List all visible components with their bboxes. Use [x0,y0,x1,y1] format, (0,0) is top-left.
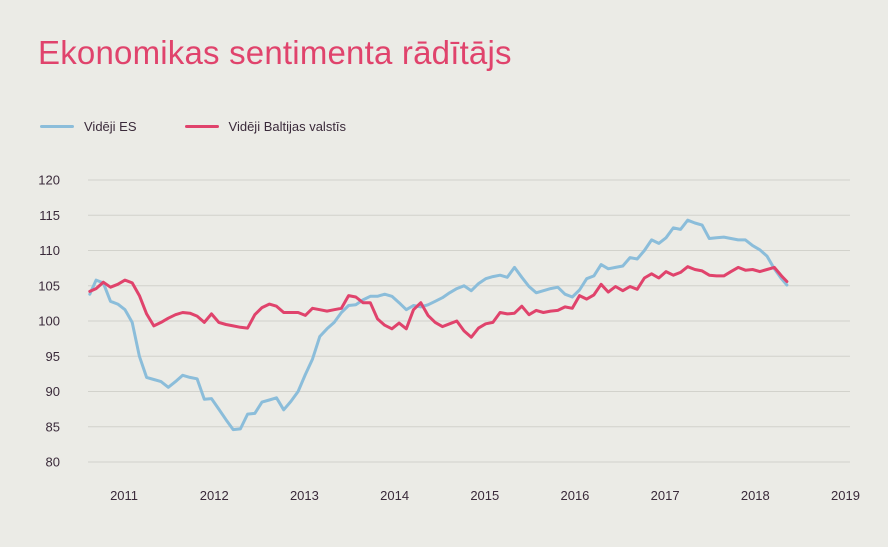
x-tick-label: 2014 [380,488,409,503]
y-tick-label: 100 [38,314,60,329]
x-tick-label: 2011 [110,488,138,503]
legend-item-baltic: Vidēji Baltijas valstīs [184,119,347,134]
chart-title: Ekonomikas sentimenta rādītājs [38,34,512,71]
legend: Vidēji ES Vidēji Baltijas valstīs [40,119,394,134]
y-tick-label: 80 [46,455,60,470]
legend-label-baltic: Vidēji Baltijas valstīs [228,119,347,134]
y-tick-label: 85 [46,419,60,434]
y-tick-label: 95 [46,349,60,364]
x-tick-label: 2013 [290,488,319,503]
x-axis-ticks: 2011 2012 2013 2014 2015 2016 2017 2018 2019 [110,488,860,503]
y-tick-label: 105 [38,278,60,293]
legend-item-eu: Vidēji ES [40,119,137,134]
x-tick-label: 2018 [741,488,770,503]
x-tick-label: 2019 [831,488,860,503]
y-axis-ticks: 80 85 90 95 100 105 110 115 120 [38,173,60,470]
x-tick-label: 2015 [470,488,499,503]
y-tick-label: 120 [38,173,60,188]
series-line-baltic [88,265,789,339]
legend-swatch-baltic [184,125,219,128]
legend-swatch-eu [40,125,74,128]
series-lines [88,218,789,432]
gridlines [88,179,850,463]
x-tick-label: 2016 [560,488,589,503]
series-line-eu [88,218,789,432]
x-tick-label: 2017 [651,488,680,503]
y-tick-label: 115 [39,208,60,223]
y-tick-label: 110 [39,243,60,258]
x-tick-label: 2012 [200,488,229,503]
y-tick-label: 90 [46,384,60,399]
legend-label-eu: Vidēji ES [84,119,137,134]
